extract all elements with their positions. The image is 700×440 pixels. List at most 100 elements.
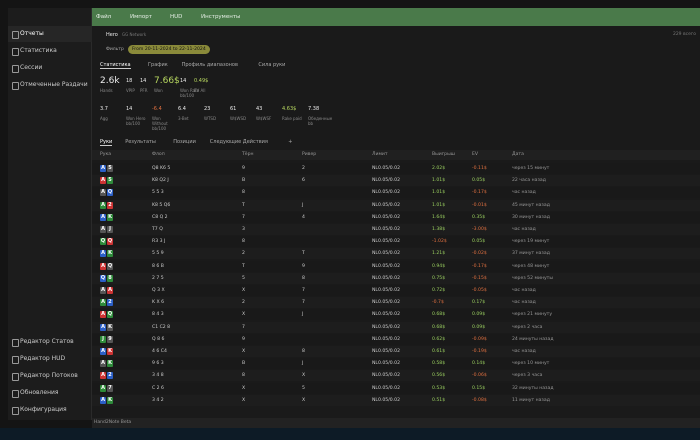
card: Q [107,263,113,270]
cell-river: X [302,398,305,403]
column-header: Рука [100,152,111,157]
card: A [100,189,106,196]
card: Q [100,275,106,282]
cell-stake: NL0.05/0.02 [372,190,400,195]
cell-ev: -0.06$ [472,373,487,378]
card: A [100,324,106,331]
cell-stake: NL0.05/0.02 [372,215,400,220]
stat-label: W$WSF [256,116,278,121]
tab[interactable]: Позиции [173,139,196,145]
cell-won: 1.64$ [432,215,445,220]
card: Q [100,238,106,245]
cell-stake: NL0.05/0.02 [372,264,400,269]
card: 5 [107,165,113,172]
stat-label: 3-Bet [178,116,200,121]
cell-won: 1.21$ [432,251,445,256]
tab[interactable]: Следующие Действия [210,139,268,145]
menu-item[interactable]: HUD [170,8,182,26]
subtab[interactable]: Сила руки [258,62,285,68]
cell-flop: 3 4 2 [152,398,164,403]
cell-stake: NL0.05/0.02 [372,166,400,171]
cell-date: час назад [512,349,536,354]
cell-stake: NL0.05/0.02 [372,386,400,391]
subtab[interactable]: Профиль диапазонов [182,62,238,68]
tab[interactable]: + [288,139,292,145]
subtab[interactable]: Статистика [100,62,131,69]
menu-item[interactable]: Инструменты [201,8,240,26]
sidebar-item[interactable]: Обновления [8,385,92,401]
cell-turn: 3 [242,227,245,232]
menu-item[interactable]: Файл [96,8,111,26]
cell-river: J [302,312,303,317]
stat-value: 43 [256,106,262,112]
cell-date: через 2 часа [512,325,542,330]
cell-date: через 19 минут [512,239,549,244]
sidebar: ОтчетыСтатистикаСессииОтмеченные Раздачи… [8,8,92,420]
filter-button[interactable]: Фильтр [106,47,124,52]
cell-ev: -0.05$ [472,288,487,293]
cell-turn: 2 [242,300,245,305]
cell-turn: X [242,288,245,293]
cell-turn: B [242,178,245,183]
cell-turn: 7 [242,215,245,220]
sidebar-item[interactable]: Статистика [8,43,92,59]
card: A [100,226,106,233]
column-header: Ривер [302,152,316,157]
cell-turn: 5 [242,276,245,281]
cell-stake: NL0.05/0.02 [372,288,400,293]
card: K [107,250,113,257]
stat-value: 2.6k [100,76,120,86]
column-header: Лимит [372,152,388,157]
cell-turn: X [242,386,245,391]
cell-stake: NL0.05/0.02 [372,312,400,317]
cell-stake: NL0.05/0.02 [372,300,400,305]
cell-river: X [302,373,305,378]
cell-stake: NL0.05/0.02 [372,251,400,256]
column-header: EV [472,152,478,157]
card: A [100,385,106,392]
sidebar-item[interactable]: Конфигурация [8,402,92,418]
stat-value: 7.66$ [154,76,180,86]
sidebar-item[interactable]: Отчеты [8,26,92,42]
cell-date: через 21 минуту [512,312,552,317]
subtab[interactable]: График [148,62,168,68]
cell-flop: 3 4 8 [152,373,164,378]
cell-river: J [302,361,303,366]
stat-label: Won Without bb/100 [152,116,174,131]
card: A [100,250,106,257]
sidebar-item[interactable]: Редактор HUD [8,351,92,367]
stat-value: 4.63$ [282,106,296,112]
cell-river: 9 [302,264,305,269]
cell-ev: -0.19$ [472,349,487,354]
column-header: Флоп [152,152,165,157]
stat-value: 6.4 [178,106,186,112]
sidebar-item[interactable]: Редактор Потоков [8,368,92,384]
cell-stake: NL0.05/0.02 [372,337,400,342]
card: A [100,299,106,306]
cell-date: 22 часа назад [512,178,546,183]
cell-date: 11 минут назад [512,398,550,403]
sidebar-item[interactable]: Отмеченные Раздачи [8,77,92,93]
stat-label: Обеденные bb [308,116,330,126]
cell-flop: 9 6 3 [152,361,164,366]
stat-value: 14 [180,78,186,84]
sidebar-item[interactable]: Сессии [8,60,92,76]
date-range[interactable]: From 20-11-2024 to 22-11-2024 [128,45,210,54]
cell-won: -1.02$ [432,239,447,244]
cell-stake: NL0.05/0.02 [372,239,400,244]
cell-date: час назад [512,227,536,232]
cell-won: 0.68$ [432,325,445,330]
cell-ev: 0.09$ [472,312,485,317]
tab[interactable]: Результаты [125,139,156,145]
stat-label: WTSD [204,116,226,121]
cell-river: 7 [302,288,305,293]
menu-item[interactable]: Импорт [130,8,152,26]
stat-value: 0.49$ [194,78,208,84]
sidebar-item[interactable]: Редактор Статов [8,334,92,350]
card: Q [107,311,113,318]
card: A [100,397,106,404]
header-row [92,150,700,160]
player-name[interactable]: Hero [106,32,118,38]
cell-ev: 0.15$ [472,386,485,391]
tab[interactable]: Руки [100,139,112,146]
